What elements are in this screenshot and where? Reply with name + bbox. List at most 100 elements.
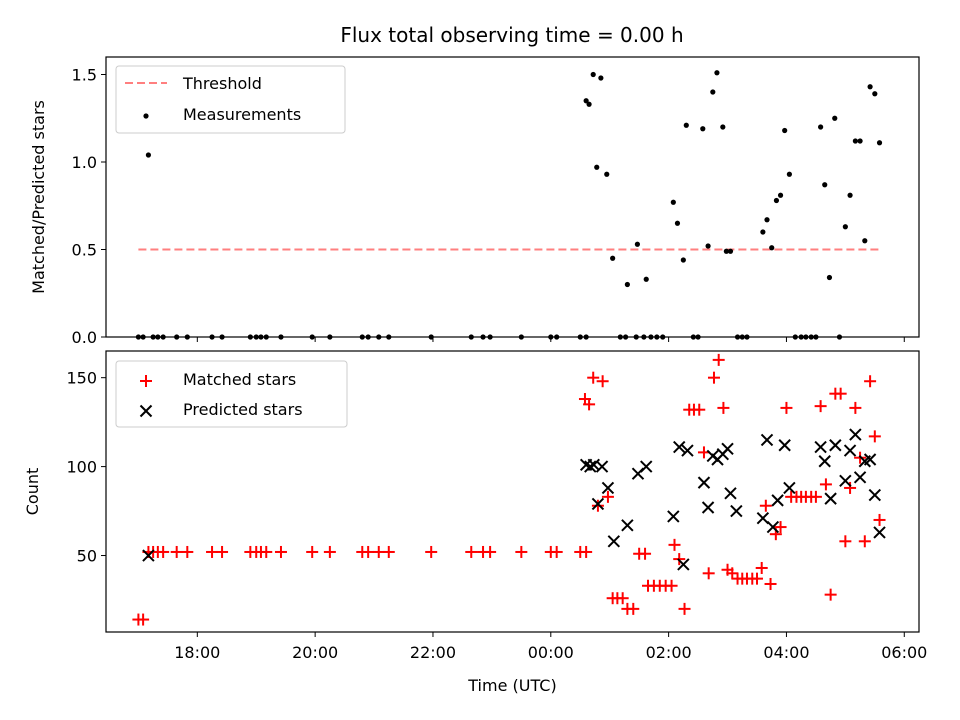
predicted-star-point [591, 497, 605, 511]
legend-matched-marker [140, 375, 152, 387]
measurement-point [782, 127, 788, 134]
measurement-point [604, 171, 610, 177]
measurement-point [700, 126, 706, 132]
predicted-star-point [621, 519, 634, 532]
predicted-star-point [756, 511, 770, 525]
matched-star-point [750, 572, 763, 585]
ratio-axes-frame [105, 56, 920, 338]
ratio-panel: 0.0 0.5 1.0 1.5 Matched/Predicted stars Thr… [29, 56, 920, 347]
matched-star-point [587, 371, 600, 384]
measurement-point [634, 241, 640, 247]
measurement-point [867, 84, 873, 90]
matched-star-point [583, 398, 596, 411]
legend-measurements-label: Measurements [183, 105, 301, 124]
measurement-point [862, 238, 868, 244]
measurement-point [710, 89, 716, 95]
matched-star-point [707, 371, 720, 384]
x-tick-label: 22:00 [410, 643, 456, 662]
predicted-star-point [849, 428, 862, 441]
measurement-point [769, 245, 775, 251]
ratio-legend: Threshold Measurements [115, 65, 346, 134]
matched-star-point [849, 401, 862, 414]
predicted-star-point [829, 439, 842, 452]
measurement-point [683, 122, 689, 128]
measurement-point [872, 91, 878, 97]
matched-star-point [274, 545, 287, 558]
predicted-star-point [843, 444, 857, 457]
count-axes-frame [105, 350, 920, 633]
predicted-star-point [760, 433, 774, 447]
predicted-star-point [730, 504, 743, 518]
measurement-point [760, 229, 766, 235]
y-tick-label: 100 [66, 458, 97, 477]
measurement-point [773, 197, 780, 204]
predicted-star-point [824, 492, 837, 505]
predicted-star-point [814, 440, 827, 454]
y-tick-label: 0.0 [72, 328, 97, 347]
matched-star-point [868, 430, 881, 443]
predicted-star-point [697, 476, 711, 489]
matched-star-point [596, 375, 609, 388]
x-tick-label: 00:00 [528, 643, 574, 662]
predicted-star-point [681, 444, 694, 457]
matched-star-point [668, 538, 681, 551]
matched-star-point [372, 545, 385, 558]
matched-star-point [616, 592, 629, 605]
legend-threshold-label: Threshold [182, 74, 262, 93]
measurement-point [876, 140, 883, 146]
ratio-y-axis-label: Matched/Predicted stars [29, 100, 48, 294]
count-panel: 50 100 150 18:00 20:00 22:00 00:00 02:00 04:00 0… [23, 350, 927, 695]
count-y-axis: 50 100 150 [66, 369, 106, 566]
matched-star-point [665, 579, 678, 592]
matched-star-point [824, 588, 837, 601]
matched-star-point [591, 499, 604, 512]
matched-star-point [702, 567, 715, 580]
measurement-point [643, 276, 649, 282]
measurement-point [714, 70, 720, 76]
matched-star-point [819, 478, 832, 491]
measurement-point [598, 75, 604, 81]
legend-box [115, 360, 348, 428]
x-tick-label: 06:00 [881, 643, 927, 662]
measurement-point [680, 257, 686, 263]
count-y-axis-label: Count [23, 468, 42, 516]
y-tick-label: 1.5 [72, 66, 97, 85]
matched-star-point [693, 403, 706, 416]
matched-star-point [717, 401, 730, 414]
matched-star-point [759, 499, 772, 512]
measurement-point [624, 281, 630, 288]
matched-star-point [181, 545, 194, 558]
x-tick-label: 02:00 [646, 643, 692, 662]
matched-star-point [809, 490, 822, 503]
matched-star-point [839, 535, 852, 548]
predicted-star-point [673, 440, 686, 454]
count-plot-area [132, 353, 886, 626]
matched-star-point [465, 545, 478, 558]
matched-star-point [873, 513, 886, 526]
matched-star-point [764, 577, 777, 590]
measurement-point [610, 255, 616, 261]
matched-star-point [639, 547, 652, 560]
matched-star-point [550, 545, 563, 558]
matched-star-point [206, 545, 219, 558]
legend-box [115, 65, 346, 134]
predicted-star-point [607, 535, 621, 548]
matched-star-point [844, 481, 857, 494]
predicted-star-point [640, 460, 653, 473]
predicted-star-point [766, 520, 780, 534]
predicted-star-point [601, 481, 615, 495]
legend-predicted-marker [139, 404, 153, 418]
measurement-point [852, 138, 858, 144]
y-tick-label: 0.5 [72, 241, 97, 260]
matched-star-point [216, 545, 229, 558]
predicted-star-point [677, 558, 690, 571]
matched-star-point [260, 545, 273, 558]
measurement-point [847, 192, 853, 198]
measurement-point [727, 248, 734, 254]
ratio-y-axis: 0.0 0.5 1.0 1.5 [72, 66, 106, 347]
measurement-point [720, 124, 726, 130]
measurement-point [857, 138, 863, 144]
predicted-star-point [778, 439, 791, 452]
measurement-point [670, 199, 676, 205]
